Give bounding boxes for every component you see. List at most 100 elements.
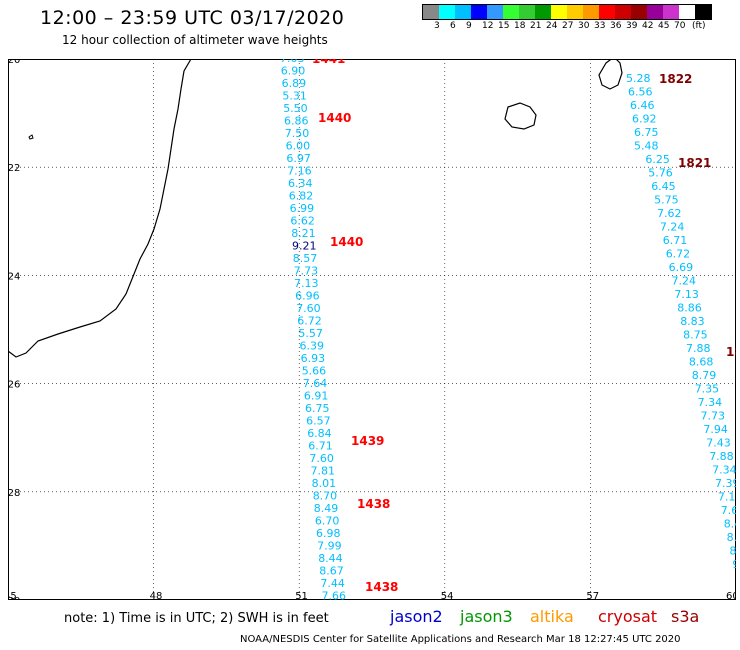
wave-height-value: 6.75 (305, 402, 330, 415)
legend-label: 6 (450, 21, 456, 31)
track-time-label: 1440 (330, 235, 363, 249)
legend-label: 27 (562, 21, 574, 31)
track-time-labels: 1441 1440 1440 1439 1438 1438 1822 1821 18 (312, 59, 736, 594)
wave-height-value: 5.50 (283, 102, 308, 115)
legend-label: 21 (530, 21, 542, 31)
legend-swatch (535, 5, 551, 19)
wave-height-value: 7.60 (309, 452, 334, 465)
wave-height-value: 5.66 (302, 365, 327, 378)
legend-label: 3 (434, 21, 440, 31)
lat-tick-label: -24 (8, 271, 20, 282)
legend-label: 33 (594, 21, 606, 31)
small-island (28, 134, 34, 140)
satellite-label-cryosat: cryosat (598, 607, 658, 626)
wave-height-value: 6.75 (634, 126, 659, 139)
wave-height-value: 7.81 (311, 465, 336, 478)
map-frame (8, 59, 736, 600)
wave-height-map: 7.036.906.895.315.506.867.506.006.977.16… (8, 59, 736, 600)
legend-swatch (647, 5, 663, 19)
legend-swatch (567, 5, 583, 19)
wave-height-value: 7.34 (712, 464, 736, 477)
wave-height-value: 7.35 (695, 383, 720, 396)
wave-height-value: 8.6 (727, 531, 736, 544)
wave-height-value: 8.75 (683, 329, 708, 342)
wave-height-value: 5.28 (626, 72, 651, 85)
wave-height-value: 8.70 (313, 490, 338, 503)
legend-swatch (439, 5, 455, 19)
wave-height-value: 7.88 (709, 450, 734, 463)
lat-tick-label: -22 (8, 163, 20, 174)
wave-height-value: 6.34 (288, 177, 313, 190)
wave-height-value: 7.13 (294, 277, 319, 290)
legend-swatch (631, 5, 647, 19)
lat-tick-label: -20 (8, 59, 20, 66)
wave-height-value: 6.45 (651, 180, 676, 193)
legend-label: 24 (546, 21, 558, 31)
satellite-label-altika: altika (530, 607, 574, 626)
wave-height-value: 7.43 (706, 437, 731, 450)
footer-credit: NOAA/NESDIS Center for Satellite Applica… (240, 634, 681, 645)
wave-height-value: 5.48 (634, 140, 659, 153)
wave-height-value: 7.03 (280, 59, 305, 65)
wave-height-value: 8.57 (293, 252, 318, 265)
wave-height-value: 6.99 (290, 202, 315, 215)
lon-tick-label: 60 (726, 591, 736, 600)
wave-height-value: 9. (732, 558, 736, 571)
legend-label: 12 (482, 21, 494, 31)
lon-tick-label: 54 (441, 591, 454, 600)
wave-height-value: 6.72 (666, 248, 691, 261)
wave-height-value: 6.56 (628, 86, 653, 99)
wave-height-value: 8.67 (319, 565, 344, 578)
track-time-label: 1438 (365, 580, 398, 594)
track-time-label: 1439 (351, 434, 384, 448)
madagascar-coastline (8, 59, 192, 358)
wave-height-value: 7.60 (296, 302, 321, 315)
wave-height-value: 7.39 (715, 477, 736, 490)
coastlines (8, 59, 623, 358)
wave-height-value: 6.62 (290, 215, 315, 228)
track-time-label: 1822 (659, 72, 692, 86)
wave-height-value: 6.86 (284, 115, 309, 128)
wave-height-value: 8.4 (724, 518, 736, 531)
legend-label: 30 (578, 21, 590, 31)
legend-swatch (423, 5, 439, 19)
legend-swatch (663, 5, 679, 19)
wave-height-value: 5.31 (282, 90, 307, 103)
reunion-island (504, 102, 537, 130)
legend-label: 70 (674, 21, 686, 31)
wave-height-value: 8.86 (677, 302, 702, 315)
wave-height-value: 7.62 (657, 207, 682, 220)
lon-tick-label: 45 (8, 591, 17, 600)
satellite-label-jason3: jason3 (460, 607, 513, 626)
wave-height-value: 5.76 (648, 167, 673, 180)
wave-height-value: 7.16 (287, 165, 312, 178)
wave-height-value: 6.93 (301, 352, 326, 365)
wave-height-value: 8.21 (291, 227, 316, 240)
wave-height-value: 8.49 (314, 502, 339, 515)
legend-label: 18 (514, 21, 526, 31)
wave-height-value: 6.91 (304, 390, 329, 403)
legend-label: 42 (642, 21, 654, 31)
wave-height-value: 6.97 (286, 152, 311, 165)
legend-label: 15 (498, 21, 510, 31)
wave-height-value: 8.83 (680, 315, 705, 328)
lat-tick-label: -28 (8, 488, 20, 499)
track-time-label: 1821 (678, 156, 711, 170)
legend-label: 36 (610, 21, 622, 31)
wave-height-value: 6.70 (315, 515, 340, 528)
wave-height-value: 7.73 (701, 410, 726, 423)
legend-swatch (599, 5, 615, 19)
wave-height-value: 6.84 (307, 427, 332, 440)
legend-label: 9 (466, 21, 472, 31)
wave-height-value: 8.68 (689, 356, 714, 369)
wave-height-value: 6.69 (669, 261, 694, 274)
legend-swatch (503, 5, 519, 19)
wave-height-value: 6.98 (316, 527, 341, 540)
track-time-label: 1440 (318, 111, 351, 125)
wave-height-value: 6.00 (286, 140, 311, 153)
legend-swatch (615, 5, 631, 19)
wave-height-value: 7.94 (703, 423, 728, 436)
wave-height-value: 6.89 (282, 77, 307, 90)
wave-height-value: 7.73 (294, 265, 319, 278)
footer-note: note: 1) Time is in UTC; 2) SWH is in fe… (64, 611, 329, 626)
